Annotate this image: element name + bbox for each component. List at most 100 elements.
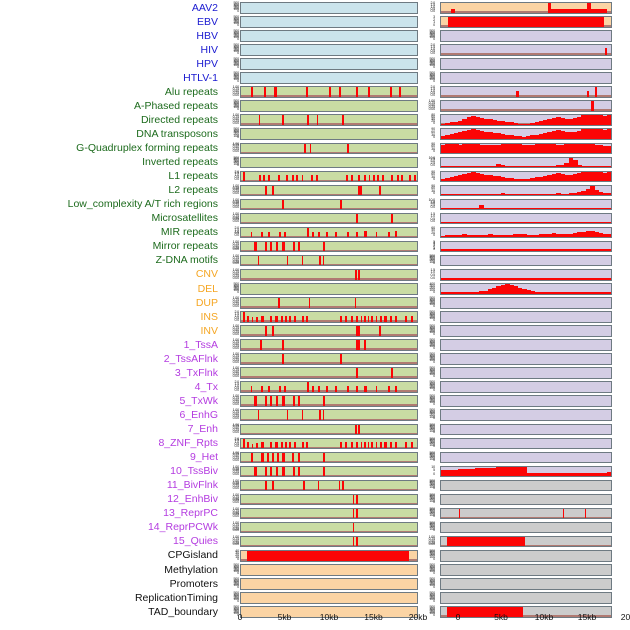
y-tick-label: 200 (429, 384, 435, 389)
area-segment (483, 165, 489, 168)
y-tick-label: 500 (429, 506, 435, 511)
track-panel-left[interactable] (240, 2, 418, 14)
track-panel-right[interactable] (440, 507, 612, 520)
track-panel-left[interactable] (240, 100, 418, 112)
track-panel-right[interactable] (440, 311, 612, 323)
track-panel-left[interactable] (240, 493, 418, 506)
track-panel-right[interactable] (440, 606, 612, 618)
track-panel-right[interactable] (440, 381, 612, 393)
track-panel-left[interactable] (240, 465, 418, 478)
y-tick-label: 2.0 (430, 43, 435, 48)
track-panel-left[interactable] (240, 479, 418, 492)
track-panel-left[interactable] (240, 549, 418, 562)
track-panel-right[interactable] (440, 86, 612, 98)
track-panel-right[interactable] (440, 592, 612, 604)
track-panel-left[interactable] (240, 409, 418, 422)
track-panel-left[interactable] (240, 395, 418, 407)
track-panel-right[interactable] (440, 58, 612, 70)
track-panel-left[interactable] (240, 156, 418, 169)
track-panel-left[interactable] (240, 128, 418, 141)
track-panel-left[interactable] (240, 339, 418, 351)
track-panel-left[interactable] (240, 578, 418, 590)
track-panel-left[interactable] (240, 507, 418, 520)
track-panel-right[interactable] (440, 16, 612, 28)
data-bar (270, 466, 273, 477)
track-panel-left[interactable] (240, 226, 418, 239)
track-panel-right[interactable] (440, 549, 612, 562)
y-tick-label: 200 (233, 609, 239, 614)
area-segment (568, 278, 574, 280)
track-panel-right[interactable] (440, 325, 612, 337)
track-panel-right[interactable] (440, 184, 612, 197)
track-panel-left[interactable] (240, 30, 418, 42)
y-tick-label: 200 (429, 553, 435, 558)
track-panel-left[interactable] (240, 311, 418, 323)
track-panel-right[interactable] (440, 72, 612, 84)
track-panel-right[interactable] (440, 283, 612, 295)
track-panel-right[interactable] (440, 142, 612, 155)
track-panel-left[interactable] (240, 114, 418, 126)
y-tick-label: 0.50 (232, 496, 240, 501)
track-panel-right[interactable] (440, 451, 612, 464)
track-panel-right[interactable] (440, 254, 612, 267)
track-panel-right[interactable] (440, 30, 612, 42)
track-panel-left[interactable] (240, 184, 418, 197)
track-panel-left[interactable] (240, 44, 418, 56)
track-panel-right[interactable] (440, 493, 612, 506)
track-panel-right[interactable] (440, 198, 612, 211)
track-panel-right[interactable] (440, 44, 612, 56)
track-panel-right[interactable] (440, 240, 612, 253)
track-panel-right[interactable] (440, 128, 612, 141)
track-panel-right[interactable] (440, 353, 612, 365)
track-panel-left[interactable] (240, 142, 418, 155)
track-label: ReplicationTiming (134, 591, 218, 604)
track-panel-right[interactable] (440, 437, 612, 450)
y-tick-label: 500 (429, 436, 435, 441)
track-panel-right[interactable] (440, 521, 612, 534)
track-panel-left[interactable] (240, 535, 418, 548)
track-panel-left[interactable] (240, 521, 418, 534)
track-panel-left[interactable] (240, 212, 418, 225)
track-panel-right[interactable] (440, 2, 612, 14)
track-panel-left[interactable] (240, 254, 418, 267)
track-panel-left[interactable] (240, 564, 418, 576)
track-panel-left[interactable] (240, 297, 418, 309)
track-panel-left[interactable] (240, 86, 418, 98)
track-panel-left[interactable] (240, 451, 418, 464)
track-panel-left[interactable] (240, 198, 418, 211)
track-panel-left[interactable] (240, 437, 418, 450)
y-tick-label: 100 (233, 21, 239, 26)
track-panel-left[interactable] (240, 325, 418, 337)
track-panel-left[interactable] (240, 283, 418, 295)
track-panel-right[interactable] (440, 465, 612, 478)
track-panel-left[interactable] (240, 606, 418, 618)
track-panel-right[interactable] (440, 423, 612, 436)
track-panel-right[interactable] (440, 114, 612, 126)
track-panel-left[interactable] (240, 423, 418, 436)
track-panel-right[interactable] (440, 578, 612, 590)
track-panel-right[interactable] (440, 395, 612, 407)
track-panel-right[interactable] (440, 297, 612, 309)
track-panel-left[interactable] (240, 72, 418, 84)
track-panel-right[interactable] (440, 367, 612, 379)
track-panel-left[interactable] (240, 367, 418, 379)
track-panel-left[interactable] (240, 170, 418, 183)
track-panel-right[interactable] (440, 564, 612, 576)
track-panel-right[interactable] (440, 156, 612, 169)
track-panel-left[interactable] (240, 240, 418, 253)
track-panel-right[interactable] (440, 268, 612, 281)
track-panel-left[interactable] (240, 381, 418, 393)
track-panel-right[interactable] (440, 226, 612, 239)
track-panel-left[interactable] (240, 58, 418, 70)
track-panel-right[interactable] (440, 212, 612, 225)
track-panel-left[interactable] (240, 16, 418, 28)
track-panel-right[interactable] (440, 100, 612, 112)
track-panel-left[interactable] (240, 353, 418, 365)
track-panel-right[interactable] (440, 339, 612, 351)
track-panel-right[interactable] (440, 409, 612, 422)
track-panel-left[interactable] (240, 592, 418, 604)
track-panel-right[interactable] (440, 170, 612, 183)
track-panel-right[interactable] (440, 535, 612, 548)
track-panel-right[interactable] (440, 479, 612, 492)
track-panel-left[interactable] (240, 268, 418, 281)
